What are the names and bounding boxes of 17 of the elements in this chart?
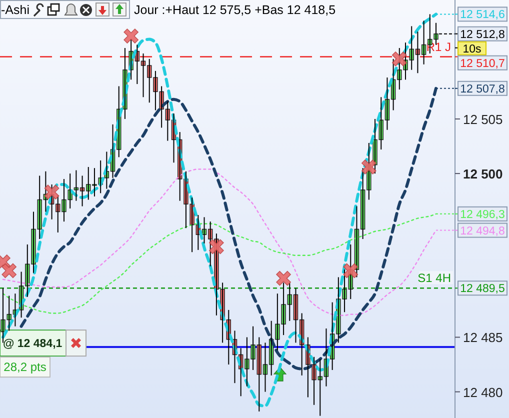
data-label: 12 507,8 <box>460 83 505 96</box>
annotation: 28,2 pts <box>4 360 46 374</box>
text: 12 510,7 <box>460 58 505 70</box>
data-label: 12 496,3 <box>460 208 505 221</box>
text: 10s <box>462 43 482 56</box>
y-tick-label: 12 500 <box>463 166 503 182</box>
ref-line-label: @ 12 484,1 <box>3 338 63 350</box>
chart-title: Jour :+Haut 12 575,5 +Bas 12 418,5 <box>134 3 336 17</box>
text: 12 512,8 <box>460 28 505 41</box>
data-label: 12 514,6 <box>460 9 505 22</box>
ref-line-label: S1 4H <box>418 271 451 286</box>
data-label: 12 494,8 <box>460 225 505 238</box>
y-tick-label: 12 505 <box>463 112 503 127</box>
y-tick-label: 12 480 <box>463 384 503 400</box>
y-tick-label: 12 485 <box>463 330 503 346</box>
annotation: -Ashi <box>1 3 30 17</box>
text: 12 489,5 <box>460 283 505 296</box>
